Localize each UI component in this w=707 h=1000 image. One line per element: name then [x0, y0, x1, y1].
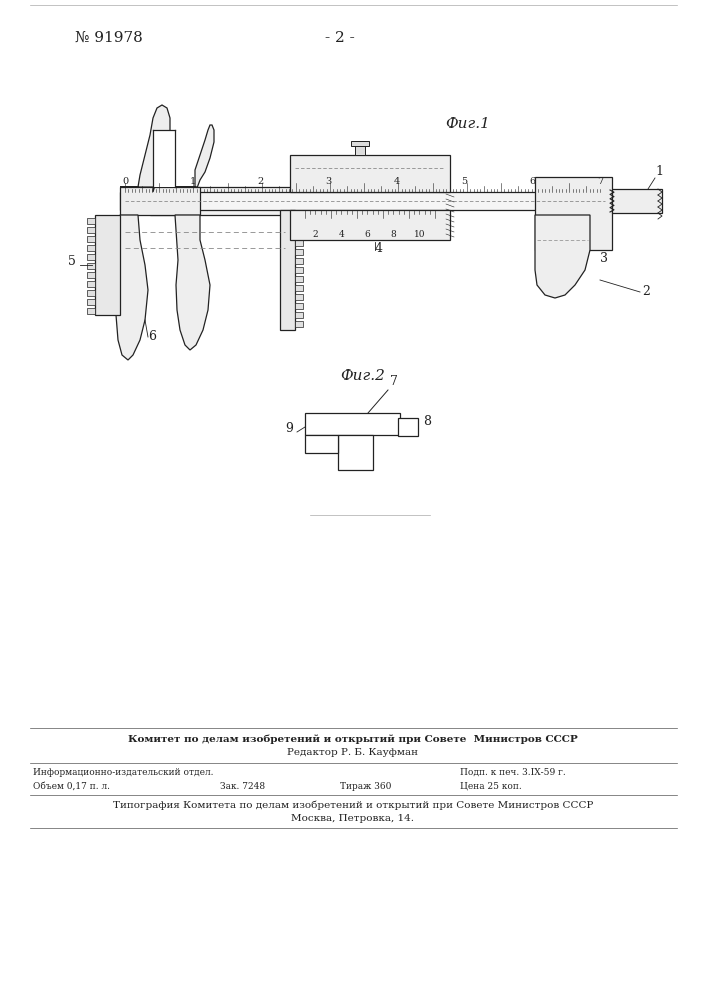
Text: Типография Комитета по делам изобретений и открытий при Совете Министров СССР: Типография Комитета по делам изобретений…: [113, 800, 593, 810]
Bar: [87, 263, 95, 269]
Bar: [87, 236, 95, 242]
Bar: [351, 141, 369, 146]
Text: 8: 8: [390, 230, 397, 239]
Text: Редактор Р. Б. Кауфман: Редактор Р. Б. Кауфман: [288, 748, 419, 757]
Text: 6: 6: [529, 177, 535, 186]
Polygon shape: [120, 105, 170, 192]
Bar: [87, 227, 95, 233]
Bar: [338, 435, 373, 470]
Bar: [355, 141, 365, 155]
Text: 7: 7: [390, 375, 398, 388]
Text: 0: 0: [122, 177, 128, 186]
Polygon shape: [535, 215, 590, 298]
Bar: [295, 312, 303, 318]
Bar: [150, 187, 305, 215]
Text: Москва, Петровка, 14.: Москва, Петровка, 14.: [291, 814, 414, 823]
Bar: [280, 210, 295, 330]
Bar: [398, 418, 418, 436]
Text: Фиг.1: Фиг.1: [445, 117, 490, 131]
Text: Тираж 360: Тираж 360: [340, 782, 392, 791]
Bar: [290, 155, 450, 192]
Text: 3: 3: [600, 252, 608, 265]
Bar: [87, 290, 95, 296]
Text: 2: 2: [642, 285, 650, 298]
Bar: [120, 192, 610, 210]
Bar: [295, 231, 303, 237]
Text: 1: 1: [655, 165, 663, 178]
Text: 8: 8: [423, 415, 431, 428]
Text: 6: 6: [148, 330, 156, 343]
Bar: [87, 281, 95, 287]
Bar: [295, 303, 303, 309]
Bar: [612, 189, 662, 213]
Text: 5: 5: [461, 177, 467, 186]
Bar: [87, 218, 95, 224]
Bar: [95, 215, 120, 315]
Text: 1: 1: [189, 177, 196, 186]
Bar: [87, 245, 95, 251]
Bar: [295, 285, 303, 291]
Text: Подп. к печ. 3.ІХ-59 г.: Подп. к печ. 3.ІХ-59 г.: [460, 768, 566, 777]
Text: Зак. 7248: Зак. 7248: [220, 782, 265, 791]
Text: Цена 25 коп.: Цена 25 коп.: [460, 782, 522, 791]
Text: № 91978: № 91978: [75, 31, 143, 45]
Text: Объем 0,17 п. л.: Объем 0,17 п. л.: [33, 782, 110, 791]
Text: Комитет по делам изобретений и открытий при Совете  Министров СССР: Комитет по делам изобретений и открытий …: [128, 734, 578, 744]
Bar: [120, 187, 200, 215]
Text: 4: 4: [375, 242, 383, 255]
Bar: [87, 272, 95, 278]
Text: 10: 10: [414, 230, 425, 239]
Bar: [295, 222, 303, 228]
Polygon shape: [116, 215, 148, 360]
Polygon shape: [175, 125, 214, 188]
Bar: [305, 413, 400, 435]
Text: - 2 -: - 2 -: [325, 31, 355, 45]
Text: 4: 4: [339, 230, 344, 239]
Text: 2: 2: [312, 230, 318, 239]
Text: 6: 6: [365, 230, 370, 239]
Bar: [87, 308, 95, 314]
Bar: [295, 213, 303, 219]
Bar: [295, 267, 303, 273]
Bar: [295, 249, 303, 255]
Text: 4: 4: [393, 177, 399, 186]
Text: Фиг.2: Фиг.2: [340, 369, 385, 383]
Bar: [295, 321, 303, 327]
Bar: [305, 435, 338, 453]
Text: 7: 7: [597, 177, 603, 186]
Text: 5: 5: [68, 255, 76, 268]
Bar: [295, 240, 303, 246]
Polygon shape: [175, 215, 210, 350]
Bar: [535, 177, 612, 250]
Bar: [295, 294, 303, 300]
Bar: [153, 130, 175, 187]
Text: 2: 2: [257, 177, 264, 186]
Text: 9: 9: [285, 422, 293, 435]
Text: 3: 3: [325, 177, 332, 186]
Bar: [295, 276, 303, 282]
Bar: [87, 299, 95, 305]
Bar: [87, 254, 95, 260]
Bar: [290, 210, 450, 240]
Text: Информационно-издательский отдел.: Информационно-издательский отдел.: [33, 768, 214, 777]
Bar: [295, 258, 303, 264]
